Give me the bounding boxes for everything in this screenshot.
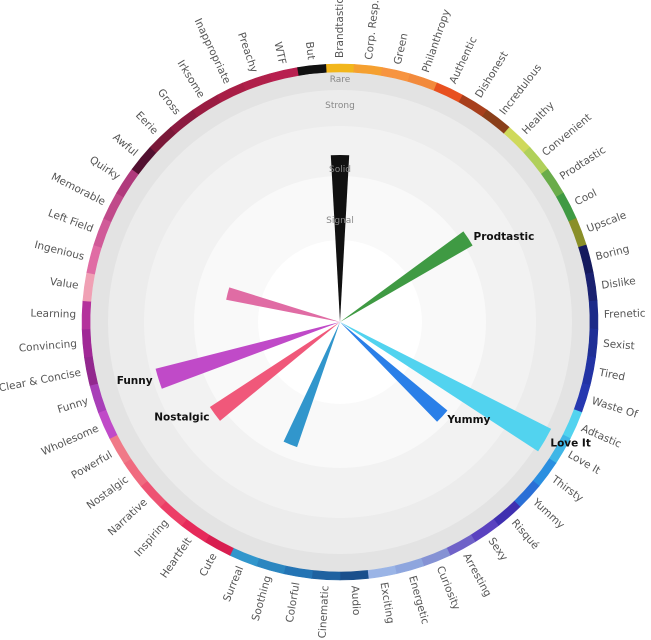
- category-label-arresting: Arresting: [460, 551, 493, 599]
- category-label-yummy: Yummy: [529, 496, 566, 532]
- category-label-gross: Gross: [155, 87, 183, 118]
- category-label-convenient: Convenient: [540, 111, 594, 158]
- category-label-risqu: Risqué: [509, 517, 541, 552]
- bar-label-funny: Funny: [117, 375, 153, 387]
- category-segment-frenetic: [588, 300, 599, 330]
- category-label-but: But: [303, 41, 317, 60]
- bars-group: [155, 154, 552, 452]
- category-label-corp-resp: Corp. Resp.: [363, 0, 382, 60]
- ring-label-solid: Solid: [329, 165, 351, 175]
- category-segment-cinematic: [311, 570, 341, 581]
- bar-funny: [155, 322, 340, 389]
- category-label-sexist: Sexist: [603, 338, 636, 353]
- category-label-value: Value: [49, 276, 79, 292]
- category-label-healthy: Healthy: [520, 99, 557, 137]
- category-label-clear-concise: Clear & Concise: [0, 367, 82, 395]
- category-label-curiosity: Curiosity: [434, 564, 463, 611]
- category-label-colorful: Colorful: [284, 581, 303, 623]
- category-label-love-it: Love It: [566, 449, 603, 477]
- category-segment-but: [297, 64, 327, 76]
- category-label-cute: Cute: [197, 551, 219, 578]
- bar-brandtastic: [330, 154, 350, 322]
- category-label-authentic: Authentic: [447, 35, 480, 86]
- category-label-cinematic: Cinematic: [317, 585, 332, 639]
- category-label-nostalgic: Nostalgic: [85, 473, 131, 512]
- category-label-surreal: Surreal: [221, 564, 246, 603]
- category-label-memorable: Memorable: [49, 171, 107, 208]
- ring-labels-group: Rare Strong Solid Signal: [325, 75, 355, 226]
- bar-label-yummy: Yummy: [446, 414, 490, 426]
- category-label-left-field: Left Field: [46, 207, 95, 235]
- category-label-convincing: Convincing: [18, 338, 77, 355]
- category-label-learning: Learning: [30, 307, 76, 320]
- bar-label-love-it: Love It: [550, 437, 590, 449]
- ring-label-signal: Signal: [326, 216, 354, 226]
- ring-label-rare: Rare: [330, 75, 351, 85]
- category-label-cool: Cool: [573, 187, 599, 208]
- category-label-funny: Funny: [56, 395, 90, 416]
- category-label-green: Green: [392, 32, 411, 66]
- category-label-philanthropy: Philanthropy: [420, 8, 453, 74]
- category-label-sexy: Sexy: [485, 536, 509, 564]
- category-label-awful: Awful: [110, 131, 140, 158]
- category-label-dishonest: Dishonest: [473, 49, 511, 100]
- category-label-preachy: Preachy: [235, 31, 260, 74]
- bar-love-it: [340, 322, 552, 452]
- category-label-boring: Boring: [594, 243, 630, 263]
- category-label-frenetic: Frenetic: [604, 308, 646, 321]
- category-label-powerful: Powerful: [69, 449, 114, 482]
- category-label-energetic: Energetic: [406, 574, 431, 625]
- category-label-heartfelt: Heartfelt: [158, 536, 194, 581]
- category-label-brandtastic: Brandtastic: [334, 0, 346, 58]
- category-label-prodtastic: Prodtastic: [558, 144, 608, 183]
- bar-yummy: [340, 322, 448, 422]
- category-label-narrative: Narrative: [106, 496, 150, 538]
- ring-label-strong: Strong: [325, 101, 355, 111]
- category-label-inappropriate: Inappropriate: [192, 17, 233, 86]
- category-ring-group: [81, 63, 599, 581]
- category-label-exciting: Exciting: [378, 581, 397, 624]
- category-segment-audio: [339, 570, 369, 581]
- category-label-irksome: Irksome: [175, 58, 207, 100]
- category-label-wtf: WTF: [271, 41, 288, 66]
- category-segment-brandtastic: [325, 63, 355, 73]
- category-label-tired: Tired: [597, 367, 626, 384]
- category-label-ingenious: Ingenious: [33, 239, 85, 263]
- bar-labels-group: Prodtastic Love It Yummy Nostalgic Funny: [117, 231, 591, 449]
- category-label-incredulous: Incredulous: [497, 62, 544, 117]
- bar-nostalgic: [209, 322, 340, 421]
- category-label-wholesome: Wholesome: [40, 423, 101, 459]
- category-label-dislike: Dislike: [601, 275, 637, 292]
- category-segment-learning: [81, 300, 92, 330]
- category-label-eerie: Eerie: [133, 109, 160, 137]
- category-label-quirky: Quirky: [87, 154, 122, 183]
- category-label-audio: Audio: [349, 585, 363, 615]
- bar-prodtastic: [340, 231, 473, 322]
- category-label-waste-of: Waste Of: [590, 395, 639, 421]
- bar-label-prodtastic: Prodtastic: [474, 231, 535, 243]
- bar-ingenious: [226, 287, 340, 322]
- category-label-inspiring: Inspiring: [132, 517, 171, 559]
- bar-label-nostalgic: Nostalgic: [154, 411, 209, 423]
- category-label-upscale: Upscale: [585, 209, 628, 235]
- category-label-thirsty: Thirsty: [548, 473, 585, 505]
- bar-surreal: [283, 322, 340, 448]
- category-label-soothing: Soothing: [250, 574, 274, 622]
